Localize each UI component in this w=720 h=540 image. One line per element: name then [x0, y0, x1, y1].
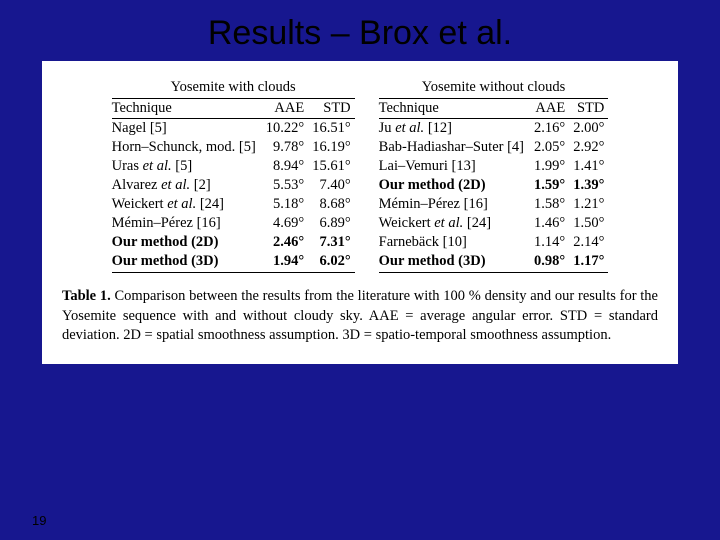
- cell: 1.94°: [262, 252, 308, 273]
- table-row: Weickert et al. [24] 5.18°8.68°: [112, 195, 355, 214]
- table-row: Uras et al. [5] 8.94°15.61°: [112, 157, 355, 176]
- table-right: Yosemite without clouds Technique AAE ST…: [379, 79, 609, 273]
- cell: 5.18°: [262, 195, 308, 214]
- cell: 1.99°: [530, 157, 569, 176]
- right-col-aae: AAE: [530, 99, 569, 119]
- table-row: Our method (2D)2.46°7.31°: [112, 233, 355, 252]
- cell: 8.68°: [308, 195, 354, 214]
- cell: 5.53°: [262, 176, 308, 195]
- cell: 1.50°: [569, 214, 608, 233]
- cell: 2.14°: [569, 233, 608, 252]
- cell: 2.05°: [530, 138, 569, 157]
- cell: 7.40°: [308, 176, 354, 195]
- right-group-title: Yosemite without clouds: [379, 79, 609, 99]
- table-row: Mémin–Pérez [16]1.58°1.21°: [379, 195, 609, 214]
- cell: Weickert et al. [24]: [379, 215, 491, 231]
- table-row: Alvarez et al. [2] 5.53°7.40°: [112, 176, 355, 195]
- right-col-technique: Technique: [379, 99, 530, 119]
- table-row: Nagel [5]10.22°16.51°: [112, 119, 355, 139]
- cell: 7.31°: [308, 233, 354, 252]
- table-row: Our method (3D)1.94°6.02°: [112, 252, 355, 273]
- table-row: Lai–Vemuri [13]1.99°1.41°: [379, 157, 609, 176]
- cell: Weickert et al. [24]: [112, 196, 224, 212]
- cell: Our method (3D): [379, 252, 530, 273]
- cell: 1.21°: [569, 195, 608, 214]
- left-group-title: Yosemite with clouds: [112, 79, 355, 99]
- slide-title: Results – Brox et al.: [0, 0, 720, 61]
- cell: 1.59°: [530, 176, 569, 195]
- cell: 1.39°: [569, 176, 608, 195]
- cell: Mémin–Pérez [16]: [112, 214, 262, 233]
- table-caption: Table 1. Comparison between the results …: [58, 287, 662, 346]
- cell: Nagel [5]: [112, 119, 262, 139]
- cell: Mémin–Pérez [16]: [379, 195, 530, 214]
- left-col-technique: Technique: [112, 99, 262, 119]
- table-row: Bab-Hadiashar–Suter [4]2.05°2.92°: [379, 138, 609, 157]
- table-row: Farnebäck [10]1.14°2.14°: [379, 233, 609, 252]
- cell: 1.41°: [569, 157, 608, 176]
- cell: 10.22°: [262, 119, 308, 139]
- cell: Farnebäck [10]: [379, 233, 530, 252]
- cell: 2.16°: [530, 119, 569, 139]
- table-row: Horn–Schunck, mod. [5]9.78°16.19°: [112, 138, 355, 157]
- cell: 15.61°: [308, 157, 354, 176]
- page-number: 19: [32, 513, 46, 528]
- cell: 6.02°: [308, 252, 354, 273]
- table-row: Our method (2D)1.59°1.39°: [379, 176, 609, 195]
- cell: 1.58°: [530, 195, 569, 214]
- right-col-std: STD: [569, 99, 608, 119]
- left-col-std: STD: [308, 99, 354, 119]
- cell: 9.78°: [262, 138, 308, 157]
- cell: 6.89°: [308, 214, 354, 233]
- caption-label: Table 1.: [62, 288, 111, 304]
- cell: 1.17°: [569, 252, 608, 273]
- cell: 2.00°: [569, 119, 608, 139]
- cell: Our method (2D): [379, 176, 530, 195]
- cell: Bab-Hadiashar–Suter [4]: [379, 138, 530, 157]
- cell: Uras et al. [5]: [112, 158, 193, 174]
- table-row: Our method (3D)0.98°1.17°: [379, 252, 609, 273]
- table-row: Mémin–Pérez [16]4.69°6.89°: [112, 214, 355, 233]
- cell: 8.94°: [262, 157, 308, 176]
- table-row: Weickert et al. [24] 1.46°1.50°: [379, 214, 609, 233]
- cell: 2.92°: [569, 138, 608, 157]
- cell: Alvarez et al. [2]: [112, 177, 211, 193]
- cell: Lai–Vemuri [13]: [379, 157, 530, 176]
- cell: 1.14°: [530, 233, 569, 252]
- cell: 16.19°: [308, 138, 354, 157]
- cell: 0.98°: [530, 252, 569, 273]
- cell: Our method (3D): [112, 252, 262, 273]
- table-left: Yosemite with clouds Technique AAE STD N…: [112, 79, 355, 273]
- cell: 16.51°: [308, 119, 354, 139]
- cell: Ju et al. [12]: [379, 120, 452, 136]
- table-panel: Yosemite with clouds Technique AAE STD N…: [42, 61, 678, 364]
- cell: 1.46°: [530, 214, 569, 233]
- cell: Horn–Schunck, mod. [5]: [112, 138, 262, 157]
- cell: 2.46°: [262, 233, 308, 252]
- table-row: Ju et al. [12] 2.16°2.00°: [379, 119, 609, 139]
- cell: 4.69°: [262, 214, 308, 233]
- caption-text: Comparison between the results from the …: [62, 288, 658, 343]
- cell: Our method (2D): [112, 233, 262, 252]
- left-col-aae: AAE: [262, 99, 308, 119]
